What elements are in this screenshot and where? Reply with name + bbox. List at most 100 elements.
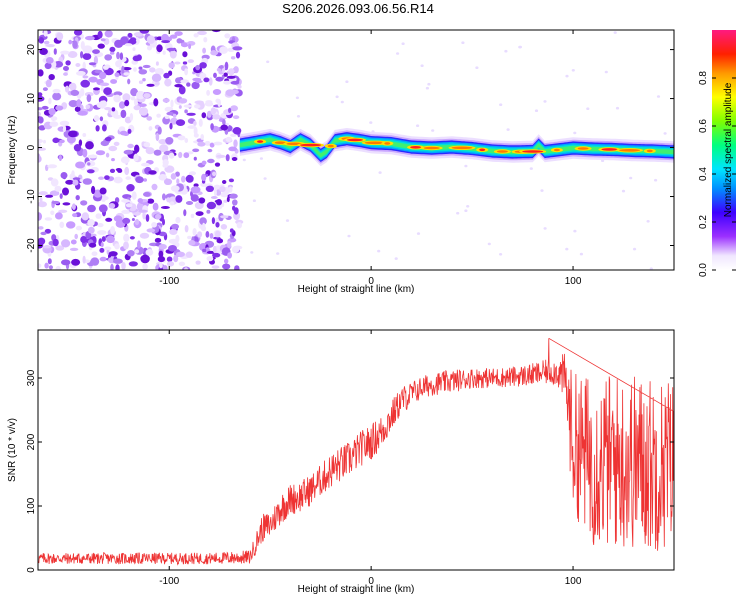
noise-blob [38,92,43,97]
noise-dot [347,234,351,238]
noise-blob [82,178,93,185]
noise-blob [228,68,235,76]
noise-blob [225,136,232,143]
noise-blob [195,211,204,217]
noise-blob [213,188,217,197]
colorbar-tick-label: 0.8 [698,71,709,85]
x-tick-label: 100 [565,576,582,587]
noise-blob [99,187,107,195]
noise-dot [416,232,421,235]
noise-blob [77,110,88,116]
noise-blob [232,205,236,211]
noise-dot [394,257,398,260]
noise-dot [263,177,267,180]
noise-blob [89,242,97,248]
noise-blob [216,154,226,158]
noise-blob [110,226,116,235]
noise-blob [133,98,138,106]
track-peak [479,148,486,152]
noise-blob [222,119,226,126]
noise-blob [142,263,148,270]
noise-blob [99,116,104,122]
noise-blob [180,79,190,84]
noise-blob [76,99,82,108]
noise-blob [189,171,196,176]
noise-blob [47,258,52,265]
noise-blob [71,203,76,210]
noise-dot [420,64,424,67]
track-peak [300,143,322,147]
x-tick-label: -100 [159,276,179,287]
noise-blob [213,72,217,79]
noise-blob [227,252,233,259]
noise-blob [141,162,150,167]
noise-blob [171,223,180,230]
noise-blob [168,245,177,252]
noise-blob [151,222,158,228]
noise-blob [182,51,188,58]
noise-blob [68,39,73,45]
noise-blob [183,152,190,159]
noise-dot [250,251,254,254]
noise-blob [123,149,134,155]
snr-frame [37,329,675,571]
noise-blob [130,88,139,97]
noise-dot [504,49,508,53]
noise-blob [175,216,181,224]
noise-blob [133,32,144,37]
noise-blob [202,248,207,253]
noise-dot [543,100,547,103]
noise-blob [38,138,43,144]
noise-blob [210,123,214,131]
noise-blob [93,87,100,91]
noise-blob [206,89,211,96]
noise-blob [85,35,95,41]
noise-blob [95,125,100,132]
noise-blob [215,189,222,196]
noise-blob [68,83,75,89]
noise-blob [65,85,70,93]
noise-blob [206,209,211,214]
noise-blob [206,201,217,210]
noise-blob [197,30,207,36]
noise-blob [232,199,238,206]
noise-blob [93,115,100,122]
noise-blob [234,265,240,270]
noise-dot [464,209,468,212]
track-peak [327,144,334,148]
noise-blob [162,98,170,103]
noise-blob [178,85,186,95]
noise-blob [98,176,105,180]
noise-blob [110,79,118,84]
noise-blob [186,41,196,46]
noise-blob [104,30,113,38]
noise-dot [499,253,503,256]
noise-blob [54,185,62,192]
noise-blob [201,160,207,165]
noise-blob [158,174,167,181]
noise-blob [187,125,197,129]
noise-blob [38,153,41,162]
noise-dot [335,95,339,99]
noise-blob [220,215,229,219]
noise-blob [156,113,161,118]
noise-blob [192,228,197,236]
snr-line [38,337,674,566]
noise-blob [195,80,203,83]
noise-blob [73,30,83,36]
x-tick-label: 0 [368,276,374,287]
noise-blob [72,179,79,186]
noise-blob [71,170,75,177]
noise-blob [100,38,106,42]
y-tick-label: 300 [26,369,37,386]
noise-blob [147,45,152,51]
noise-blob [45,194,54,198]
noise-blob [199,72,207,80]
noise-blob [91,185,96,195]
snr-series [38,337,674,566]
noise-blob [87,162,91,166]
noise-blob [146,228,156,233]
noise-blob [175,234,180,243]
noise-blob [172,113,177,118]
